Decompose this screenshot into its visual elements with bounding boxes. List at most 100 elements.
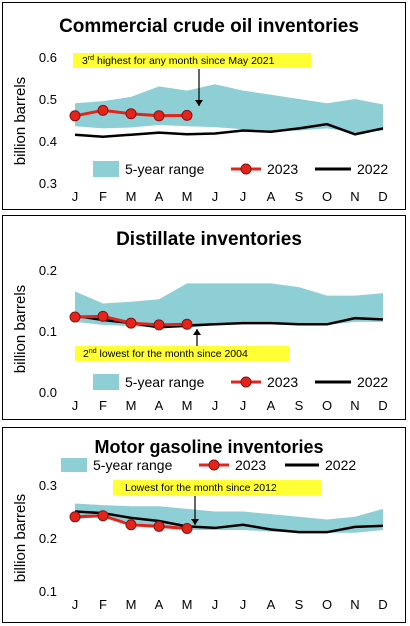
series-2022-line xyxy=(74,122,384,139)
chart-title: Commercial crude oil inventories xyxy=(59,16,359,37)
y-axis-label: billion barrels xyxy=(12,494,29,582)
x-tick-label: F xyxy=(99,189,107,204)
legend-2023-label: 2023 xyxy=(235,457,266,473)
legend: 5-year range 2023 2022 xyxy=(93,374,388,390)
x-tick-label: M xyxy=(182,597,193,612)
distillate-chart: Distillate inventories billion barrels 0… xyxy=(12,229,388,413)
x-tick-label: J xyxy=(212,398,219,413)
x-tick-label: F xyxy=(99,597,107,612)
y-tick-label: 0.5 xyxy=(39,92,57,107)
x-tick-label: M xyxy=(182,189,193,204)
x-tick-label: M xyxy=(126,189,137,204)
x-tick-label: N xyxy=(350,189,359,204)
y-tick-label: 0.2 xyxy=(39,263,57,278)
y-tick-label: 0.6 xyxy=(39,50,57,65)
x-tick-label: J xyxy=(240,398,247,413)
x-tick-label: J xyxy=(240,189,247,204)
x-tick-label: J xyxy=(240,597,247,612)
x-tick-label: A xyxy=(155,189,164,204)
x-tick-label: M xyxy=(126,398,137,413)
x-tick-label: N xyxy=(350,398,359,413)
y-tick-label: 0.1 xyxy=(39,584,57,599)
legend-range-swatch xyxy=(93,161,119,177)
x-tick-label: D xyxy=(378,398,387,413)
series-2023-point xyxy=(69,110,81,122)
legend: 5-year range 2023 2022 xyxy=(93,161,388,177)
legend-range-swatch xyxy=(61,458,87,472)
series-2023-point xyxy=(153,319,165,331)
legend-2023-marker xyxy=(240,163,252,175)
x-tick-label: S xyxy=(295,189,304,204)
x-tick-label: S xyxy=(295,597,304,612)
series-2023-point xyxy=(97,104,109,116)
x-tick-label: N xyxy=(350,597,359,612)
x-tick-label: A xyxy=(155,398,164,413)
crude-oil-chart: Commercial crude oil inventories billion… xyxy=(12,16,388,204)
annotation-box xyxy=(113,480,321,495)
annotation-text: 3rd highest for any month since May 2021 xyxy=(82,55,275,67)
series-2023-point xyxy=(69,511,81,523)
distillate-chart-panel: Distillate inventories billion barrels 0… xyxy=(2,215,406,420)
x-tick-label: S xyxy=(295,398,304,413)
legend-range-label: 5-year range xyxy=(125,161,205,177)
annotation-arrowhead xyxy=(195,100,203,106)
series-2023-point xyxy=(181,522,193,534)
x-tick-label: J xyxy=(72,189,79,204)
x-tick-label: J xyxy=(72,597,79,612)
annotation-box xyxy=(75,346,289,361)
legend-2023-label: 2023 xyxy=(267,374,298,390)
annotation-box xyxy=(73,53,311,68)
legend-2022-label: 2022 xyxy=(357,374,388,390)
annotation: 3rd highest for any month since May 2021 xyxy=(73,53,311,106)
x-tick-label: A xyxy=(267,398,276,413)
series-2023-point xyxy=(153,110,165,122)
x-tick-label: O xyxy=(322,189,332,204)
x-tick-label: A xyxy=(267,597,276,612)
annotation-text: 2nd lowest for the month since 2004 xyxy=(83,348,248,360)
legend-range-label: 5-year range xyxy=(93,457,173,473)
series-2023-point xyxy=(69,311,81,323)
series-2023-point xyxy=(181,318,193,330)
x-tick-label: J xyxy=(72,398,79,413)
y-tick-label: 0.3 xyxy=(39,176,57,191)
series-2023-point xyxy=(125,519,137,531)
y-axis-label: billion barrels xyxy=(12,285,29,373)
legend-range-swatch xyxy=(93,374,119,390)
five-year-range-band xyxy=(75,84,383,133)
x-tick-label: J xyxy=(212,189,219,204)
legend-2022-label: 2022 xyxy=(357,161,388,177)
x-tick-label: F xyxy=(99,398,107,413)
legend-2022-label: 2022 xyxy=(325,457,356,473)
y-tick-label: 0.2 xyxy=(39,531,57,546)
y-tick-label: 0.4 xyxy=(39,134,57,149)
gasoline-chart: Motor gasoline inventories billion barre… xyxy=(12,437,388,612)
legend-2023-marker xyxy=(240,376,252,388)
annotation: 2nd lowest for the month since 2004 xyxy=(75,329,289,361)
x-tick-label: A xyxy=(267,189,276,204)
x-tick-label: O xyxy=(322,398,332,413)
x-tick-label: A xyxy=(155,597,164,612)
series-2023-point xyxy=(97,510,109,522)
five-year-range-band xyxy=(75,283,383,328)
series-2023-point xyxy=(97,310,109,322)
y-tick-label: 0.1 xyxy=(39,324,57,339)
series-2023-point xyxy=(153,520,165,532)
y-axis-label: billion barrels xyxy=(12,77,29,165)
series-2023-point xyxy=(181,109,193,121)
y-tick-label: 0.0 xyxy=(39,385,57,400)
legend: 5-year range 2023 2022 xyxy=(61,457,356,473)
chart-title: Distillate inventories xyxy=(116,229,302,250)
x-tick-label: M xyxy=(126,597,137,612)
annotation-arrowhead xyxy=(193,329,201,335)
y-tick-label: 0.3 xyxy=(39,478,57,493)
legend-2023-marker xyxy=(208,459,220,471)
legend-range-label: 5-year range xyxy=(125,374,205,390)
x-tick-label: D xyxy=(378,597,387,612)
series-2023-point xyxy=(125,108,137,120)
series-2022-line xyxy=(74,510,384,534)
x-tick-label: O xyxy=(322,597,332,612)
chart-title: Motor gasoline inventories xyxy=(94,437,323,457)
annotation: Lowest for the month since 2012 xyxy=(113,480,321,525)
legend-2023-label: 2023 xyxy=(267,161,298,177)
x-tick-label: D xyxy=(378,189,387,204)
